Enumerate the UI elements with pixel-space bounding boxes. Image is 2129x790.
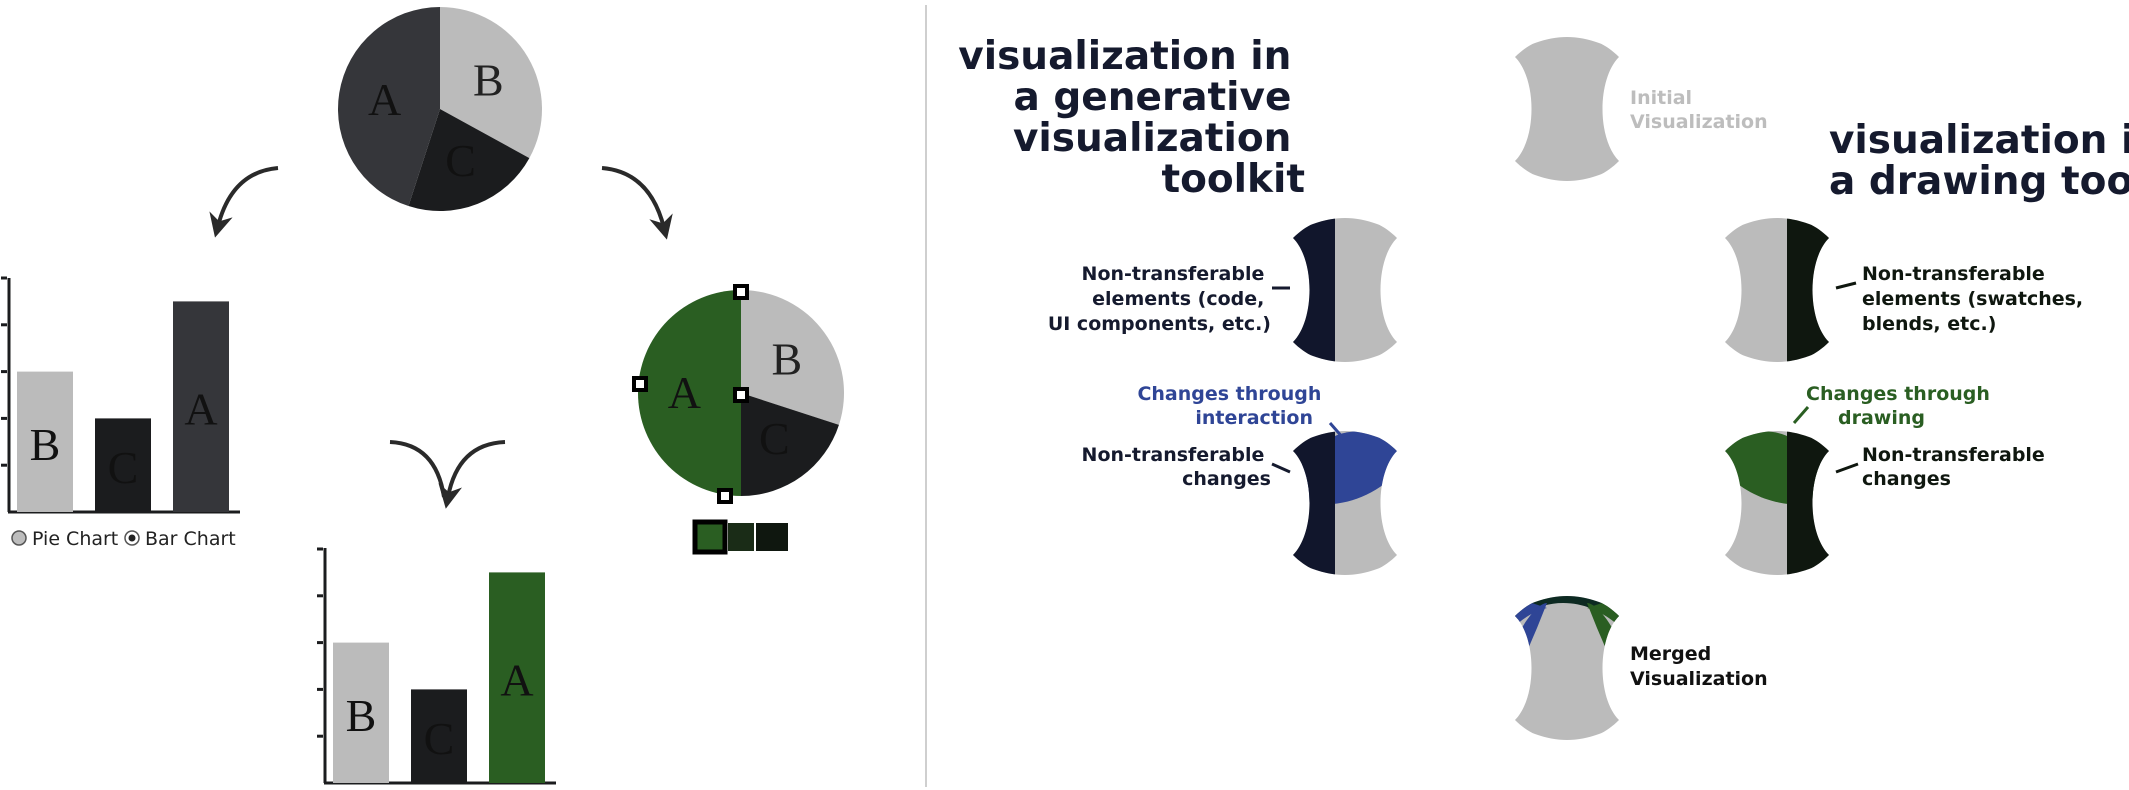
merged-visualization-label: Merged Visualization: [1630, 643, 1768, 690]
color-swatches: [695, 522, 788, 552]
interaction-bar-chart: B CA: [1, 278, 240, 512]
drawing-changes-glyph: [1717, 423, 1857, 583]
bar-label: C: [108, 442, 139, 493]
selection-handle[interactable]: [735, 389, 747, 401]
leader-line: [1836, 283, 1856, 288]
drawing-elements-label: Non-transferable elements (swatches, ble…: [1862, 263, 2090, 335]
arrow-to-drawing-pie-icon: [602, 168, 664, 228]
initial-pie-chart: BCA: [338, 7, 542, 211]
chart-type-radio-group: Pie Chart Bar Chart: [12, 528, 236, 550]
bar-label: B: [30, 419, 61, 470]
pie-slice-label: B: [473, 54, 504, 105]
swatch-green[interactable]: [695, 522, 725, 552]
toolkit-elements-label: Non-transferable elements (code, UI comp…: [1048, 263, 1271, 335]
toolkit-title: visualization in a generative visualizat…: [958, 34, 1305, 202]
pie-slice-label: B: [771, 334, 802, 385]
merge-arrow-left-icon: [390, 442, 444, 497]
leader-line: [1794, 407, 1808, 423]
bar-chart-radio[interactable]: Bar Chart: [125, 528, 236, 550]
initial-visualization-glyph: [1515, 37, 1619, 181]
left-panel: BCA B CA Pie Chart Bar Chart BCA: [1, 7, 844, 783]
bar-label: A: [184, 384, 217, 435]
bar-label: A: [500, 655, 533, 706]
swatch-black-green[interactable]: [756, 523, 788, 551]
drawing-tool-title: visualization in a drawing tool: [1829, 118, 2129, 204]
toolkit-changes-label: Non-transferable changes: [1082, 444, 1271, 490]
leader-line: [1836, 464, 1858, 472]
pie-slice-label: A: [368, 74, 401, 125]
merge-arrow-right-icon: [448, 442, 505, 497]
interaction-changes-label: Changes through interaction: [1137, 383, 1328, 429]
pie-chart-radio[interactable]: Pie Chart: [12, 528, 118, 550]
bar-chart-radio-label: Bar Chart: [145, 528, 236, 550]
drawing-nt-changes-label: Non-transferable changes: [1862, 444, 2051, 490]
arrow-to-bar-chart-icon: [218, 168, 278, 226]
right-panel: visualization in a generative visualizat…: [958, 34, 2129, 740]
pie-chart-radio-label: Pie Chart: [32, 528, 118, 550]
initial-visualization-label: Initial Visualization: [1630, 87, 1768, 133]
toolkit-elements-glyph: [1265, 210, 1397, 370]
merged-visualization-glyph: [1487, 588, 1647, 740]
bar-label: C: [424, 713, 455, 764]
pie-slice-label: C: [759, 413, 790, 464]
drawing-elements-glyph: [1725, 210, 1857, 370]
bar-label: B: [346, 690, 377, 741]
drawing-changes-label: Changes through drawing: [1806, 383, 1997, 429]
selection-handle[interactable]: [719, 490, 731, 502]
pie-slice-label: A: [668, 367, 701, 418]
leader-line: [1272, 464, 1290, 472]
pie-slice-label: C: [445, 135, 476, 186]
selection-handle[interactable]: [735, 286, 747, 298]
swatch-dark-green[interactable]: [728, 523, 754, 551]
selection-handle[interactable]: [634, 378, 646, 390]
merged-bar-chart: B CA: [317, 548, 556, 783]
toolkit-changes-glyph: [1265, 423, 1405, 583]
